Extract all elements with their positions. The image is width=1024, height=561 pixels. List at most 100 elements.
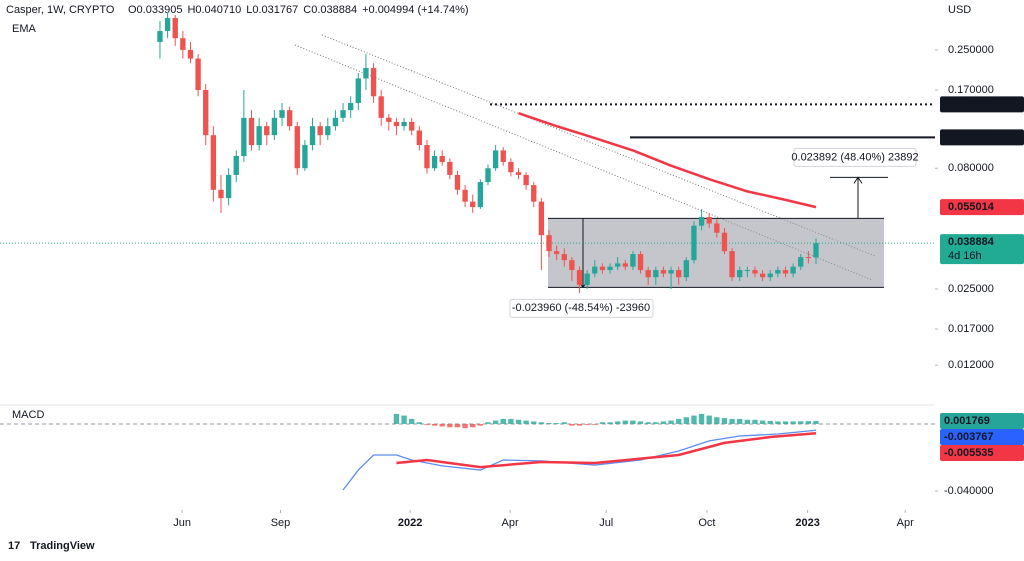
- histogram-bar: [553, 423, 560, 424]
- candle-body: [676, 270, 682, 278]
- histogram-bar: [462, 423, 468, 429]
- histogram-bar: [668, 420, 674, 424]
- candle-body: [470, 201, 476, 208]
- histogram-bar: [538, 422, 545, 424]
- candle-body: [416, 130, 422, 146]
- candle-body: [363, 68, 369, 79]
- x-tick-label: 2022: [398, 517, 422, 529]
- candle-body: [653, 270, 659, 278]
- price-label: 0.107670: [948, 131, 994, 143]
- histogram-bar: [523, 420, 529, 424]
- candle-body: [614, 263, 621, 267]
- candle-body: [569, 260, 575, 271]
- histogram-bar: [798, 421, 804, 424]
- candle-body: [477, 182, 484, 208]
- candle-body: [622, 263, 628, 267]
- histogram-bar: [439, 423, 445, 427]
- candle-body: [340, 110, 346, 118]
- price-label-bg: [940, 199, 1024, 216]
- y-tick-label: 0.170000: [948, 84, 994, 96]
- candle-body: [439, 156, 445, 162]
- candle-body: [317, 126, 323, 136]
- header-value: O0.033905: [128, 4, 182, 16]
- x-tick-label: Oct: [698, 517, 715, 529]
- histogram-bar: [660, 421, 667, 424]
- histogram-bar: [645, 422, 651, 424]
- candle-body: [233, 156, 239, 175]
- candle-body: [248, 117, 255, 146]
- ema-line: [518, 111, 817, 209]
- price-label-bg: [940, 129, 1024, 146]
- candle-body: [348, 102, 354, 111]
- measure-label: 0.023892 (48.40%) 23892: [791, 151, 918, 163]
- label-box: [793, 147, 917, 167]
- candle-body: [164, 18, 171, 32]
- candle-body: [393, 121, 400, 127]
- histogram-bar: [714, 417, 720, 424]
- price-label: 0.147936: [948, 98, 994, 110]
- x-tick-label: Apr: [502, 517, 519, 529]
- candle-body: [332, 117, 339, 127]
- price-label-bg: [940, 428, 1024, 445]
- histogram-bar: [622, 420, 628, 424]
- price-label: -0.005535: [944, 447, 994, 459]
- candle-body: [737, 270, 743, 278]
- y-tick-label: 0.025000: [948, 283, 994, 295]
- candle-body: [515, 172, 522, 175]
- histogram-bar: [492, 420, 499, 424]
- candle-body: [538, 201, 545, 236]
- histogram-bar: [561, 422, 567, 424]
- candle-body: [698, 217, 705, 226]
- candle-body: [637, 254, 644, 271]
- histogram-bar: [805, 421, 812, 424]
- candle-body: [309, 126, 316, 146]
- candle-body: [561, 254, 567, 261]
- candle-body: [729, 251, 735, 278]
- price-label: 0.038884: [948, 236, 995, 248]
- histogram-bar: [508, 418, 514, 424]
- header-value: +0.004994 (+14.74%): [362, 4, 468, 16]
- histogram-bar: [607, 422, 613, 424]
- y-tick-label: 0.012000: [948, 359, 994, 371]
- candle-body: [553, 251, 560, 255]
- candle-body: [798, 257, 804, 267]
- histogram-bar: [454, 423, 461, 428]
- candle-body: [454, 174, 461, 190]
- price-label: -0.003767: [944, 431, 994, 443]
- candle-body: [424, 145, 430, 169]
- candle-body: [721, 232, 728, 252]
- candle-body: [782, 270, 789, 274]
- candle-body: [668, 270, 674, 274]
- histogram-bar: [744, 419, 751, 424]
- candle-body: [790, 266, 796, 274]
- x-tick-label: Apr: [897, 517, 914, 529]
- candle-body: [492, 150, 499, 169]
- histogram-bar: [531, 421, 537, 424]
- candle-body: [485, 168, 491, 183]
- candle-body: [592, 266, 598, 274]
- candle-body: [386, 117, 392, 122]
- currency: USD: [948, 4, 971, 16]
- candle-body: [714, 223, 720, 233]
- trend-line: [321, 34, 876, 257]
- candle-body: [447, 161, 453, 175]
- histogram-bar: [637, 421, 644, 424]
- histogram-bar: [477, 423, 484, 426]
- candle-body: [279, 110, 285, 118]
- histogram-bar: [630, 420, 636, 424]
- histogram-bar: [431, 423, 438, 426]
- macd-title: MACD: [12, 409, 44, 421]
- candle-body: [462, 189, 468, 202]
- y-tick-label: -0.040000: [944, 485, 994, 497]
- candle-body: [157, 31, 163, 42]
- histogram-bar: [592, 423, 598, 425]
- candle-body: [630, 254, 636, 267]
- measure-label: -0.023960 (-48.54%) -23960: [512, 302, 650, 314]
- histogram-bar: [737, 418, 743, 424]
- candle-body: [584, 273, 590, 285]
- candle-body: [286, 110, 293, 127]
- price-label: 0.001769: [944, 415, 990, 427]
- price-label: 0.055014: [948, 201, 995, 213]
- histogram-bar: [775, 421, 781, 424]
